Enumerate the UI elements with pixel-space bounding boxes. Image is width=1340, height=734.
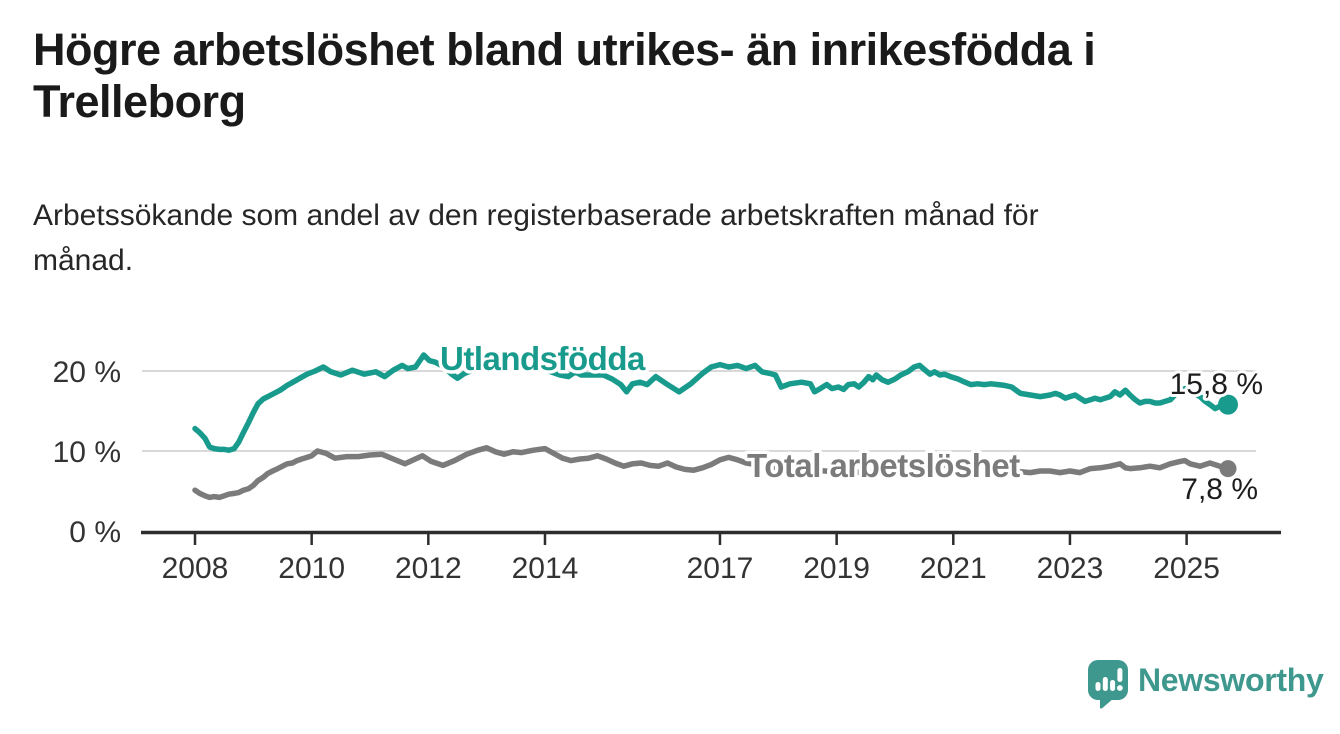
svg-text:2023: 2023	[1037, 552, 1104, 585]
line-total-arbetsloshet	[192, 445, 1231, 501]
chart-subtitle-line-1: Arbetssökande som andel av den registerb…	[33, 199, 1039, 232]
svg-text:2019: 2019	[803, 552, 870, 585]
axes-and-gridlines: 0 % 10 % 20 % 2008 2010 2012 2014 2017 2019 2021 2…	[53, 356, 1256, 585]
series-label-total-arbetsloshet: Total arbetslöshet	[747, 447, 1020, 484]
page-title-line-1: Högre arbetslöshet bland utrikes- än inr…	[33, 24, 1096, 75]
chart-subtitle: Arbetssökande som andel av den registerb…	[33, 193, 1293, 283]
logo-bar-2	[1102, 677, 1108, 691]
page-title-line-2: Trelleborg	[33, 76, 246, 127]
svg-text:2025: 2025	[1153, 552, 1220, 585]
line-utlandsfodda	[192, 352, 1231, 453]
svg-text:2008: 2008	[162, 552, 229, 585]
svg-text:2012: 2012	[395, 552, 462, 585]
newsworthy-logo[interactable]: Newsworthy	[1087, 659, 1324, 709]
end-value-label-total-arbetsloshet: 7,8 %	[1181, 473, 1258, 506]
logo-bar-1	[1095, 682, 1101, 691]
svg-text:0 %: 0 %	[69, 516, 121, 549]
svg-text:2021: 2021	[920, 552, 987, 585]
logo-bar-3	[1110, 680, 1116, 691]
chart-subtitle-line-2: månad.	[33, 244, 134, 277]
svg-text:2014: 2014	[512, 552, 579, 585]
logo-exclamation-bar	[1117, 668, 1123, 682]
series-label-utlandsfodda: Utlandsfödda	[440, 340, 646, 377]
end-dot-utlandsfodda	[1218, 394, 1238, 415]
svg-text:20 %: 20 %	[53, 356, 121, 389]
end-dot-total-arbetsloshet	[1219, 460, 1237, 478]
unemployment-line-chart: 0 % 10 % 20 % 2008 2010 2012 2014 2017 2019 2021 2…	[53, 337, 1281, 585]
svg-text:2010: 2010	[278, 552, 345, 585]
svg-text:10 %: 10 %	[53, 436, 121, 469]
end-value-label-utlandsfodda: 15,8 %	[1170, 368, 1263, 401]
page-title: Högre arbetslöshet bland utrikes- än inr…	[33, 24, 1293, 128]
svg-text:2017: 2017	[687, 552, 754, 585]
newsworthy-wordmark: Newsworthy	[1138, 662, 1324, 698]
newsworthy-bubble-icon	[1088, 660, 1128, 709]
logo-exclamation-dot	[1117, 685, 1123, 691]
